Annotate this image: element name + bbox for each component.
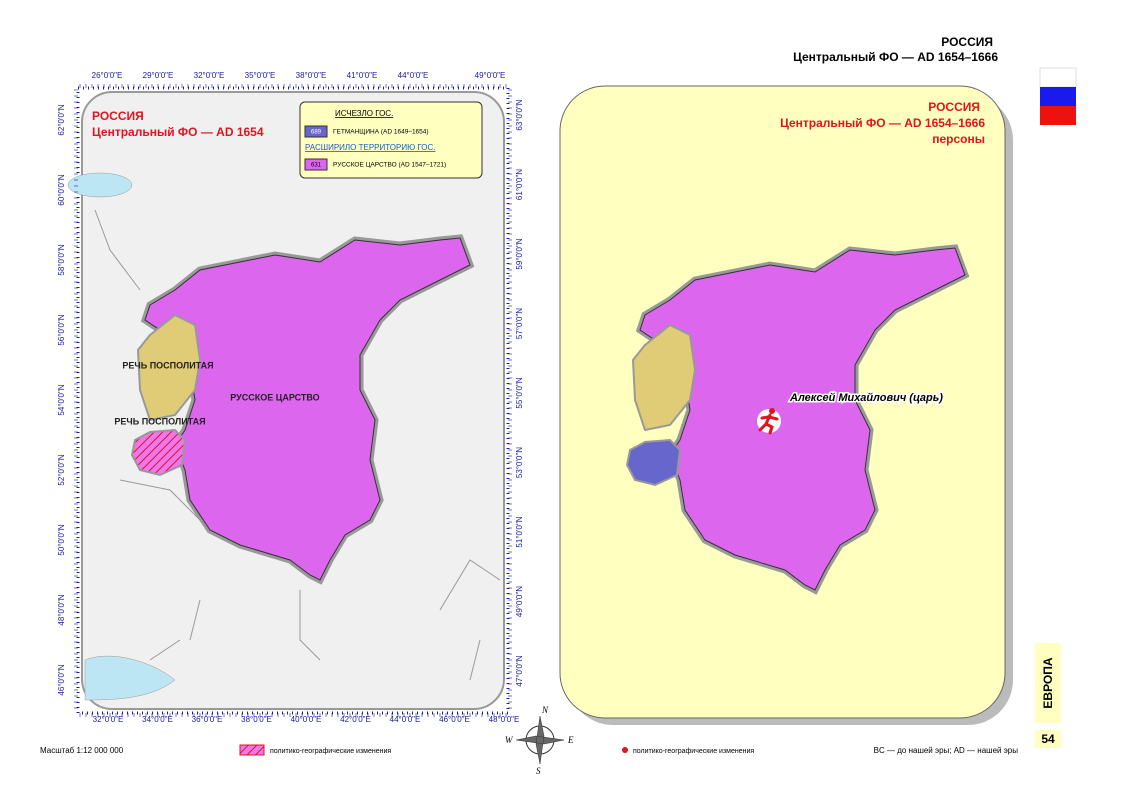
axis-label: 61°0'0"N: [515, 169, 524, 200]
legend: ИСЧЕЗЛО ГОС. 689 ГЕТМАНЩИНА (AD 1649–165…: [299, 101, 483, 179]
region-label: РЕЧЬ ПОСПОЛИТАЯ: [114, 416, 205, 426]
left-map: РОССИЯ Центральный ФО — AD 1654 РЕЧЬ ПОС…: [67, 86, 510, 715]
hatch-swatch: [239, 744, 265, 756]
axis-label: 29°0'0"E: [143, 71, 174, 80]
right-subtitle: Центральный ФО — AD 1654–1666: [780, 116, 985, 130]
compass-letter: S: [536, 766, 541, 776]
axis-label: 32°0'0"E: [194, 71, 225, 80]
axis-label: 55°0'0"N: [515, 377, 524, 408]
axis-label: 62°0'0"N: [57, 104, 66, 135]
axis-label: 44°0'0"E: [398, 71, 429, 80]
person-icon: [757, 408, 781, 435]
compass: N W E S: [505, 705, 574, 776]
page-tab: [1035, 730, 1061, 748]
axis-label: 59°0'0"N: [515, 238, 524, 269]
dot-legend: политико-географические изменения: [633, 748, 754, 755]
section-label: ЕВРОПА: [1041, 657, 1055, 708]
axis-label: 54°0'0"N: [57, 384, 66, 415]
region-label: РУССКОЕ ЦАРСТВО: [230, 392, 319, 402]
era-note: BC — до нашей эры; AD — нашей эры: [874, 746, 1019, 755]
scale: Масштаб 1:12 000 000: [40, 746, 124, 755]
dot-swatch: [622, 747, 628, 753]
axis-label: 57°0'0"N: [515, 308, 524, 339]
axis-label: 26°0'0"E: [92, 71, 123, 80]
legend-heading: РАСШИРИЛО ТЕРРИТОРИЮ ГОС.: [305, 143, 436, 152]
axis-label: 51°0'0"N: [515, 516, 524, 547]
axis-label: 32°0'0"E: [93, 715, 124, 724]
axis-label: 48°0'0"N: [57, 594, 66, 625]
header-subtitle: Центральный ФО — AD 1654–1666: [793, 50, 998, 64]
legend-code: 631: [311, 163, 322, 169]
axis-label: 46°0'0"E: [439, 715, 470, 724]
axis-label: 47°0'0"N: [515, 655, 524, 686]
axis-label: 38°0'0"E: [296, 71, 327, 80]
axis-label: 58°0'0"N: [57, 244, 66, 275]
compass-letter: W: [505, 735, 514, 745]
axis-label: 52°0'0"N: [57, 454, 66, 485]
left-subtitle: Центральный ФО — AD 1654: [92, 125, 264, 139]
axis-label: 53°0'0"N: [515, 447, 524, 478]
axis-label: 50°0'0"N: [57, 524, 66, 555]
axis-label: 49°0'0"N: [515, 586, 524, 617]
axis-label: 60°0'0"N: [57, 174, 66, 205]
region-label: РЕЧЬ ПОСПОЛИТАЯ: [122, 360, 213, 370]
axis-label: 41°0'0"E: [347, 71, 378, 80]
axis-label: 48°0'0"E: [489, 715, 520, 724]
axis-label: 56°0'0"N: [57, 314, 66, 345]
legend-heading: ИСЧЕЗЛО ГОС.: [335, 109, 393, 118]
axis-label: 38°0'0"E: [241, 715, 272, 724]
axis-label: 40°0'0"E: [291, 715, 322, 724]
left-title: РОССИЯ: [92, 109, 144, 123]
person-label: Алексей Михайлович (царь): [789, 392, 943, 404]
legend-code: 689: [311, 130, 322, 136]
axis-label: 49°0'0"E: [475, 71, 506, 80]
legend-label: РУССКОЕ ЦАРСТВО (AD 1547–1721): [333, 162, 446, 169]
axis-label: 36°0'0"E: [192, 715, 223, 724]
right-note: персоны: [932, 132, 985, 146]
legend-label: ГЕТМАНЩИНА (AD 1649–1654): [333, 129, 429, 136]
axis-label: 42°0'0"E: [340, 715, 371, 724]
section-tab: [1035, 643, 1061, 723]
axis-label: 46°0'0"N: [57, 664, 66, 695]
axis-label: 63°0'0"N: [515, 99, 524, 130]
flag: [1039, 67, 1077, 125]
compass-letter: N: [541, 705, 549, 715]
axis-label: 34°0'0"E: [142, 715, 173, 724]
right-map: РОССИЯ Центральный ФО — AD 1654–1666 пер…: [559, 85, 1013, 725]
page-number: 54: [1041, 732, 1055, 746]
hatch-legend: политико-географические изменения: [270, 748, 391, 755]
compass-letter: E: [567, 735, 574, 745]
right-title: РОССИЯ: [928, 100, 980, 114]
axis-label: 35°0'0"E: [245, 71, 276, 80]
header-title: РОССИЯ: [941, 35, 993, 49]
axis-label: 44°0'0"E: [390, 715, 421, 724]
